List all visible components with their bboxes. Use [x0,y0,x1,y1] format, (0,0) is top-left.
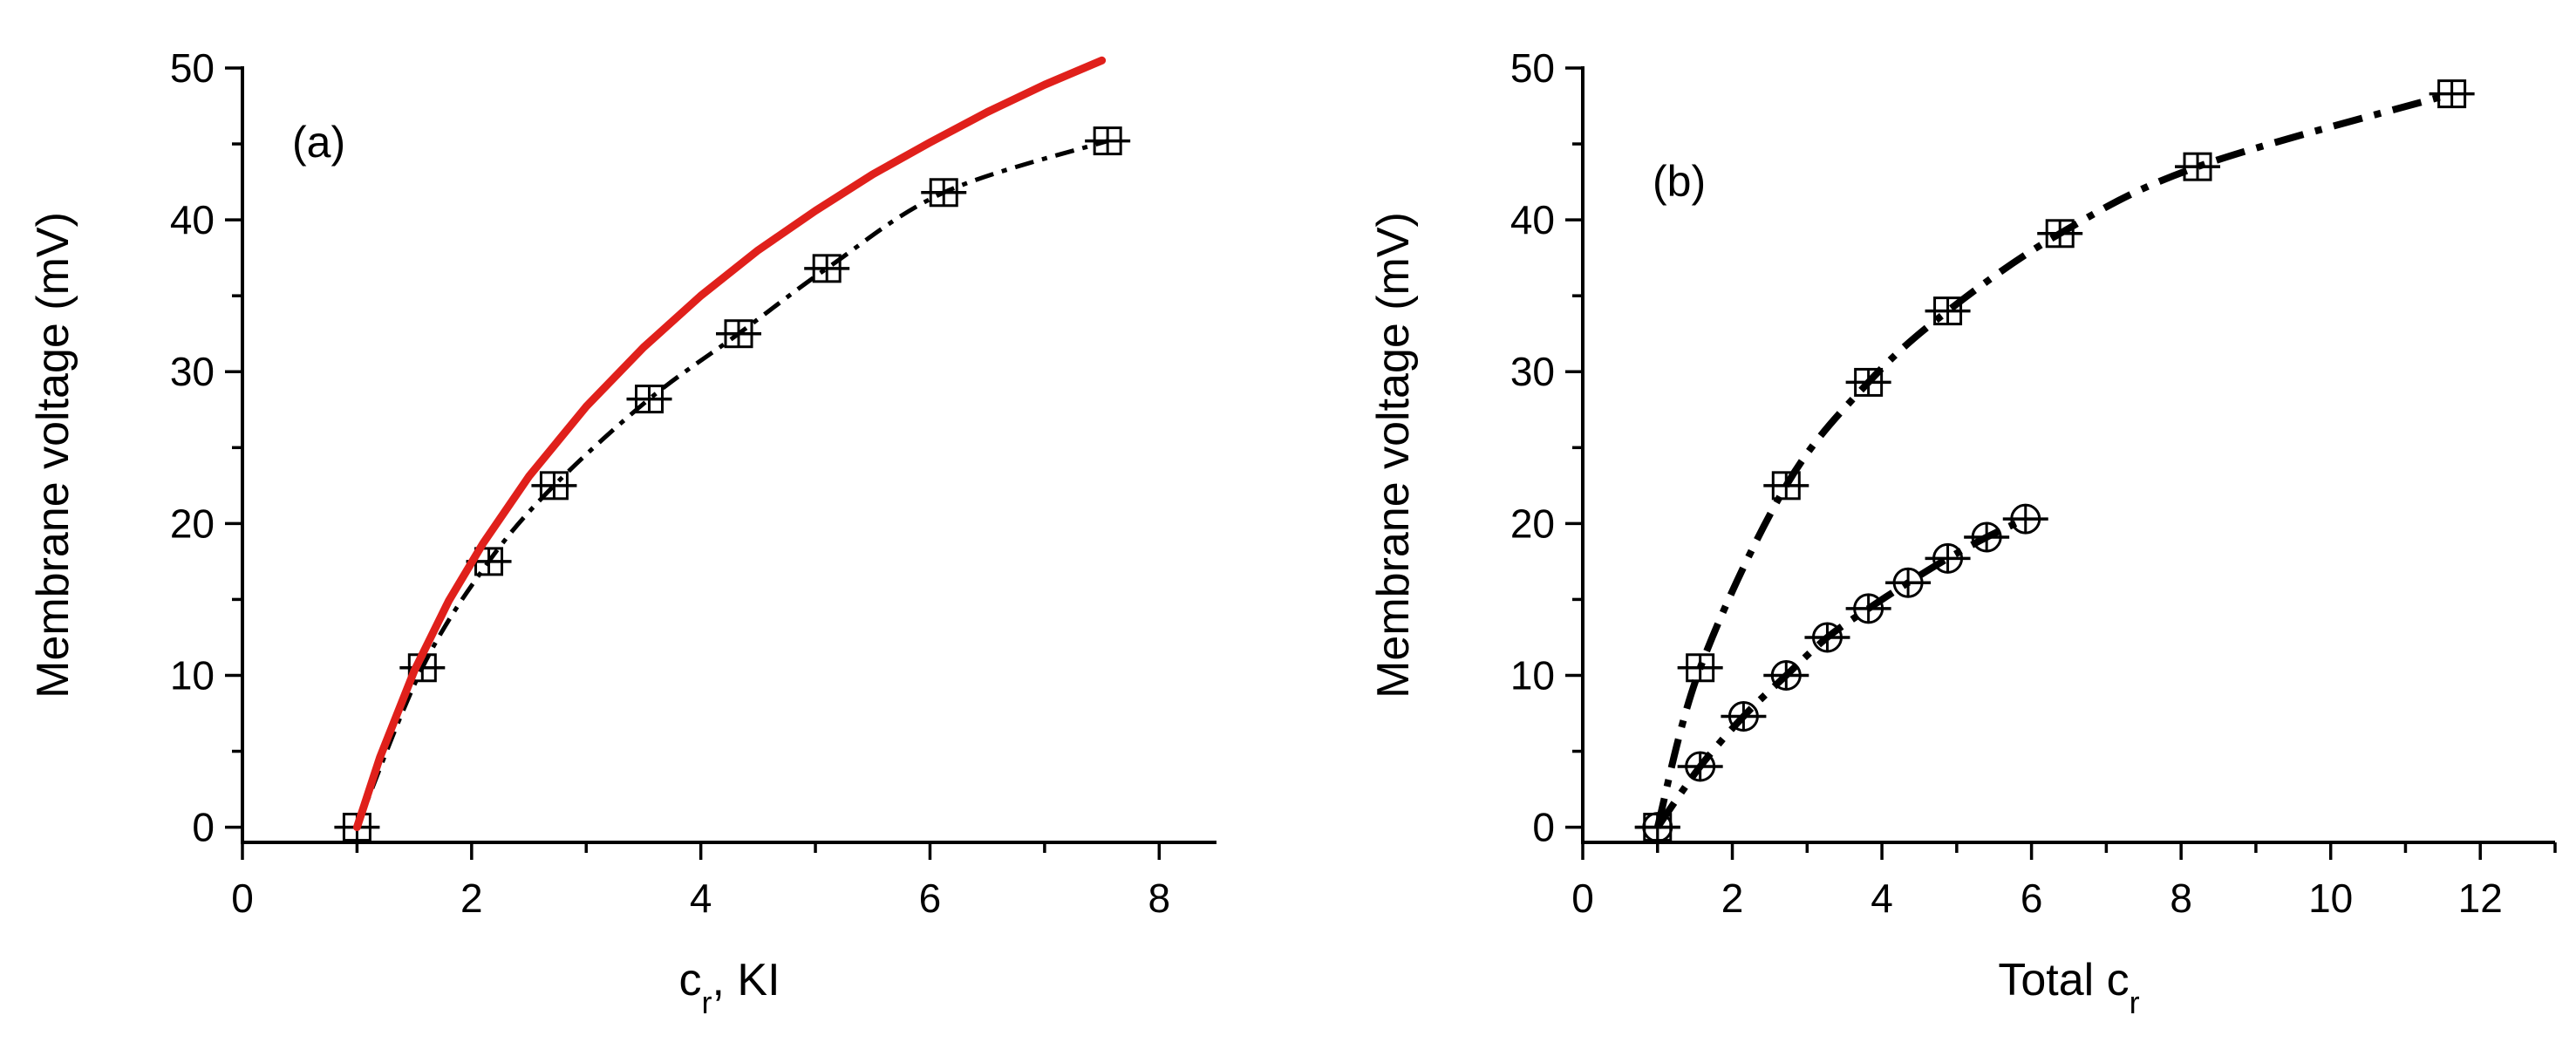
y-tick-label: 10 [170,652,215,698]
data-point-circle [1770,659,1802,691]
data-point-square [1771,471,1801,501]
data-point-square [1933,296,1963,326]
y-axis-title: Membrane voltage (mV) [1368,212,1419,698]
x-tick-label: 0 [231,876,254,921]
x-tick-label: 8 [2170,876,2192,921]
data-point-circle [1853,593,1884,624]
x-tick-label: 6 [919,876,942,921]
data-point-square [929,178,958,208]
data-point-square [1686,653,1715,683]
x-tick-label: 2 [1721,876,1744,921]
series-line-circles [1654,515,2027,829]
x-axis-title: cr, KI [678,955,780,1020]
panel-label: (a) [292,118,345,167]
panel-b: 0 2 4 6 8 10 12 0 10 20 30 40 50 Total cr Membrane vol… [1368,45,2557,1020]
data-point-square [2437,79,2467,109]
x-tick-label: 2 [460,876,483,921]
data-point-square [1854,367,1884,397]
data-point-square [1093,126,1122,156]
y-tick-label: 40 [1510,197,1555,242]
data-point-circle [1892,567,1924,598]
data-point-square [2045,219,2075,249]
x-tick-label: 4 [690,876,712,921]
y-tick-label: 20 [1510,501,1555,546]
x-axis-title-main: Total c [1998,955,2129,1005]
series-line-squares [1653,90,2453,828]
data-point-circle [1932,542,1964,574]
panel-label: (b) [1653,157,1706,206]
data-point-square [342,813,371,842]
data-point-square [2183,152,2212,181]
data-point-circle [2010,503,2041,535]
y-axis-title: Membrane voltage (mV) [28,212,78,698]
data-point-circle [1642,812,1673,843]
y-tick-label: 50 [1510,45,1555,91]
x-tick-label: 6 [2021,876,2043,921]
x-axis-title-suffix: , KI [712,955,780,1005]
y-tick-label: 10 [1510,652,1555,698]
data-point-square [812,254,842,283]
x-axis-title-subscript: r [2130,985,2140,1020]
series-line-fit [352,56,1107,832]
data-point-square [635,385,664,414]
data-point-circle [1971,521,2002,553]
x-tick-label: 4 [1871,876,1893,921]
data-point-circle [1728,700,1759,732]
x-axis-title-main: c [678,955,701,1005]
x-axis-title-subscript: r [701,985,712,1020]
y-tick-label: 30 [170,349,215,394]
x-tick-label: 10 [2308,876,2353,921]
x-tick-label: 0 [1571,876,1594,921]
y-tick-label: 20 [170,501,215,546]
x-tick-label: 12 [2458,876,2503,921]
x-axis-title: Total cr [1998,955,2139,1020]
y-tick-label: 30 [1510,349,1555,394]
data-point-circle [1685,751,1716,782]
y-tick-label: 50 [170,45,215,91]
y-tick-label: 40 [170,197,215,242]
data-point-square [539,471,569,501]
data-point-square [724,319,753,349]
panel-a: 0 2 4 6 8 0 10 20 30 40 50 cr, KI Membrane voltage (… [28,45,1216,1020]
y-tick-label: 0 [192,805,215,850]
y-tick-label: 0 [1532,805,1555,850]
data-point-circle [1811,622,1843,653]
x-tick-label: 8 [1148,876,1170,921]
